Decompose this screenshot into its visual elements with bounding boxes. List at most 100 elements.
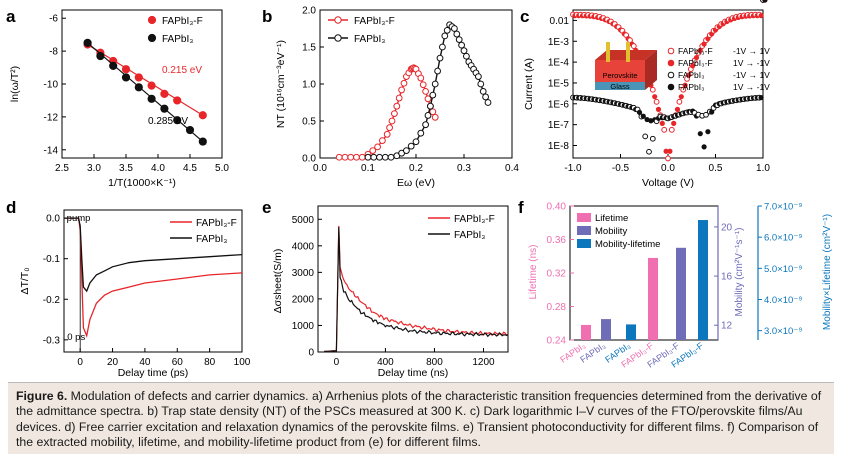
panel-b-point bbox=[429, 91, 437, 99]
panel-b-point bbox=[484, 99, 492, 106]
panel-d-ytick-label: -0.2 bbox=[43, 295, 61, 306]
panel-f-left-tick-label: 0.28 bbox=[547, 302, 567, 313]
caption-text: Modulation of defects and carrier dynami… bbox=[16, 389, 822, 449]
panel-c-legend-sweep: 1V → -1V bbox=[733, 82, 770, 92]
panel-b-xlabel: Eω (eV) bbox=[397, 177, 435, 189]
panel-b-point bbox=[369, 147, 377, 155]
panel-c-point-red-fwd bbox=[676, 98, 683, 105]
panel-a-xtick-label: 3.5 bbox=[119, 163, 133, 174]
panel-c-point-red-rev bbox=[697, 47, 703, 53]
panel-a-xlabel: 1/T(1000×K⁻¹) bbox=[108, 177, 176, 189]
panel-b-point bbox=[403, 147, 410, 155]
panel-e-xtick-label: 1200 bbox=[472, 357, 495, 368]
panel-a-point bbox=[121, 73, 131, 82]
panel-e-xtick-label: 400 bbox=[377, 357, 394, 368]
panel-b-point bbox=[358, 153, 366, 161]
panel-e-ylabel: Δσsheet(S/m) bbox=[272, 249, 284, 314]
panel-b-xtick-label: 0.4 bbox=[505, 163, 519, 174]
panel-letter-a: a bbox=[6, 7, 16, 26]
panel-a-fit-line-1 bbox=[84, 39, 207, 145]
panel-b-point bbox=[387, 153, 395, 161]
panel-b-ylabel: NT (10¹⁶cm⁻³eV⁻¹) bbox=[275, 40, 287, 128]
panel-b-point bbox=[381, 153, 389, 161]
panel-b-point bbox=[455, 36, 463, 43]
panel-c-point-black-fwd bbox=[649, 135, 656, 142]
panel-b-legend-label: FAPbI₃ bbox=[354, 34, 385, 45]
panel-d-line-1 bbox=[64, 217, 243, 293]
panel-a-point bbox=[121, 65, 131, 74]
panel-b-point bbox=[434, 67, 442, 75]
panel-c-legend-label: FAPbI₃-F bbox=[678, 58, 713, 68]
panel-b-point bbox=[422, 121, 430, 129]
panel-c-ylabel: Current (A) bbox=[523, 58, 535, 110]
panel-a-legend-marker bbox=[147, 15, 157, 25]
panel-b-legend-label: FAPbI₃-F bbox=[354, 16, 395, 27]
panel-c-legend-label: FAPbI₃ bbox=[678, 70, 705, 80]
panel-f-left-tick-label: 0.40 bbox=[547, 202, 567, 213]
panel-f-right-tick-label: 3.0×10⁻⁹ bbox=[764, 326, 802, 337]
panel-c-inset-perovskite bbox=[595, 60, 645, 82]
panel-e-ytick-label: 4000 bbox=[292, 241, 315, 252]
panel-b-point bbox=[441, 32, 449, 40]
panel-f-right-tick-label: 4.0×10⁻⁹ bbox=[764, 295, 802, 306]
panel-c-inset-glass bbox=[595, 82, 645, 90]
panel-b-point bbox=[412, 138, 420, 146]
panel-a-point bbox=[160, 104, 169, 113]
panel-f-left-axis-label: Lifetime (ns) bbox=[528, 244, 539, 299]
panel-f-right-tick-label: 6.0×10⁻⁹ bbox=[764, 233, 802, 244]
figure-panels: a 2.5 3.0 3.5 4.0 4.5 5.0 -6 -8 -10 -12 -14 1/T(1000… bbox=[6, 0, 833, 379]
panel-e-xtick-label: 0 bbox=[334, 357, 340, 368]
caption-label: Figure 6. bbox=[16, 389, 68, 403]
panel-c-legend-marker bbox=[667, 59, 675, 67]
panel-f-right-tick-label: 7.0×10⁻⁹ bbox=[764, 202, 802, 213]
panel-c-point-red-rev bbox=[652, 94, 658, 100]
panel-b-point bbox=[460, 47, 468, 55]
panel-b-point bbox=[364, 153, 372, 161]
panel-c-point-black-rev bbox=[697, 131, 703, 137]
panel-a-point bbox=[96, 51, 105, 61]
panel-f-mid-axis-label: Mobility (cm²V⁻¹s⁻¹) bbox=[734, 228, 745, 317]
panel-a-xtick-label: 4.0 bbox=[151, 163, 165, 174]
panel-e-ytick-label: 2000 bbox=[292, 294, 315, 305]
panel-c-point-red-fwd bbox=[653, 98, 660, 105]
panel-c-point-red-fwd bbox=[668, 126, 675, 133]
figure-caption: Figure 6. Modulation of defects and carr… bbox=[8, 382, 834, 454]
panel-f-bar bbox=[601, 319, 611, 340]
panel-f-right-tick-label: 5.0×10⁻⁹ bbox=[764, 264, 802, 275]
panel-a-ytick-label: -8 bbox=[49, 47, 58, 58]
panel-a-frame bbox=[61, 9, 223, 159]
panel-f-mid-tick-label: 12 bbox=[721, 321, 733, 332]
panel-c-point-black-rev bbox=[762, 0, 768, 3]
panel-a-ylabel: ln(ω/T²) bbox=[9, 66, 21, 102]
panel-c-point-red-rev bbox=[686, 72, 692, 78]
panel-c-point-red-rev bbox=[659, 120, 665, 126]
panel-c-ytick-label: 0.01 bbox=[550, 16, 570, 27]
panel-d-xlabel: Delay time (ps) bbox=[118, 367, 189, 379]
panel-b-point bbox=[482, 93, 490, 101]
panel-d-xtick-label: 0 bbox=[77, 357, 83, 368]
panel-a-point bbox=[198, 137, 207, 146]
panel-f-legend-label: Mobility-lifetime bbox=[595, 239, 660, 250]
panel-b-xtick-label: 0.3 bbox=[457, 163, 471, 174]
panel-b-point bbox=[463, 52, 470, 60]
panel-f-legend-swatch bbox=[577, 239, 591, 248]
panel-a-point bbox=[147, 94, 156, 103]
panel-f-mid-tick-label: 16 bbox=[721, 272, 733, 283]
panel-a-point bbox=[109, 61, 118, 71]
panel-b-ytick-label: 1.0 bbox=[302, 80, 316, 91]
panel-c-ytick-label: 1E-7 bbox=[548, 120, 570, 131]
panel-b-xtick-label: 0.1 bbox=[361, 163, 375, 174]
panel-c-point-red-fwd bbox=[680, 86, 687, 93]
panel-c-inset-label: Glass bbox=[610, 82, 629, 91]
panel-c-point-red-rev bbox=[671, 120, 677, 126]
panel-f-bar bbox=[676, 247, 686, 340]
panel-e-line-1 bbox=[324, 227, 509, 353]
panel-b-xtick-label: 0.0 bbox=[313, 163, 327, 174]
panel-a-annotation-black: 0.285 eV bbox=[148, 116, 188, 127]
panel-d-frame bbox=[63, 209, 243, 353]
panel-c-ytick-label: 1E-4 bbox=[548, 58, 570, 69]
panel-a-xtick-label: 4.5 bbox=[183, 163, 197, 174]
panel-a-ytick-label: -12 bbox=[44, 112, 59, 123]
panel-a-point bbox=[134, 73, 143, 82]
panel-b-xtick-label: 0.2 bbox=[409, 163, 423, 174]
